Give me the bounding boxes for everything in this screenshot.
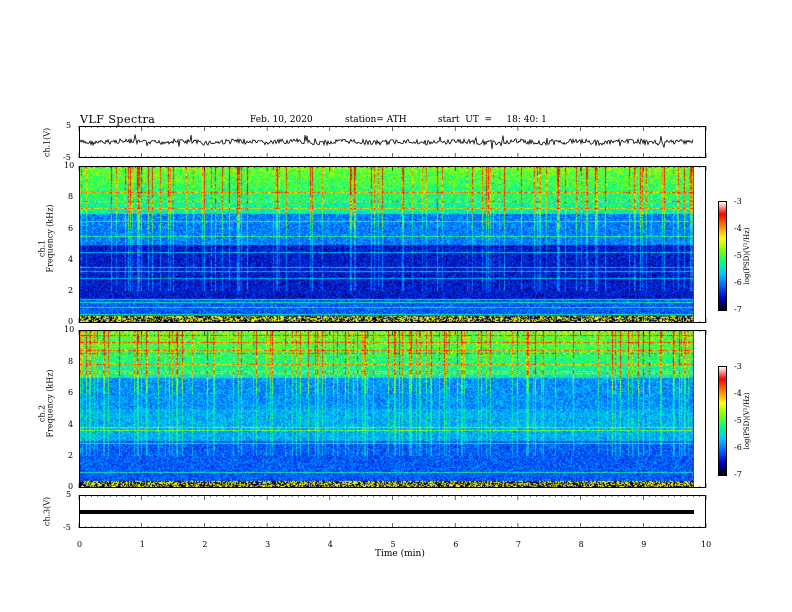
spectrogram-ch1-image [80,167,694,322]
spec1-ylabel: Frequency (kHz) [45,204,55,273]
x-tick-label: 4 [327,540,333,549]
ch3-ytick-top: 5 [66,490,72,499]
spec2-ytick-0: 0 [68,482,74,491]
x-axis-label: Time (min) [375,549,425,559]
spec1-ytick-6: 6 [68,224,74,233]
ch3-ytick-bottom: -5 [63,523,71,532]
cbar2-tick-3: -3 [734,362,742,371]
cbar1-tick-5: -5 [734,251,742,260]
ch1-waveform-svg [80,134,694,150]
spec2-ytick-6: 6 [68,388,74,397]
x-tick-label: 3 [265,540,271,549]
x-tick-label: 9 [641,540,647,549]
cbar2-label: log(PSD)(V²/Hz) [743,392,751,450]
chart-title: VLF Spectra [80,113,156,126]
spectrogram-ch1-panel [79,166,706,323]
x-tick-label: 6 [453,540,459,549]
spec2-ylabel: Frequency (kHz) [45,369,55,438]
spec2-ytick-10: 10 [64,325,75,334]
cbar2-tick-6: -6 [734,443,742,452]
cbar1-tick-6: -6 [734,278,742,287]
x-tick-label: 8 [578,540,584,549]
spec2-ytick-4: 4 [68,420,74,429]
colorbar-ch1 [718,201,727,311]
ch3-waveform-panel [79,495,706,528]
ch3-ylabel: ch.3(V) [42,496,52,527]
spec2-ytick-8: 8 [68,357,74,366]
ch1-ytick-top: 5 [66,121,72,130]
date-label: Feb. 10, 2020 [250,115,313,125]
cbar1-tick-7: -7 [734,305,742,314]
x-tick-label: 10 [701,540,712,549]
x-tick-label: 5 [390,540,396,549]
cbar2-tick-7: -7 [734,470,742,479]
ch1-ylabel: ch.1(V) [42,127,52,158]
x-tick-label: 0 [77,540,83,549]
spec1-ytick-8: 8 [68,192,74,201]
ch1-ytick-bottom: -5 [63,153,71,162]
spec1-ytick-4: 4 [68,255,74,264]
cbar2-tick-4: -4 [734,389,742,398]
cbar2-tick-5: -5 [734,416,742,425]
spectrogram-ch2-panel [79,330,706,488]
spec1-ytick-0: 0 [68,317,74,326]
colorbar-ch2 [718,366,727,476]
spec2-ytick-2: 2 [68,451,74,460]
x-tick-label: 2 [202,540,208,549]
station-label: station= ATH [345,115,407,125]
start-time-label: start UT = 18: 40: 1 [438,115,547,125]
spec1-ytick-10: 10 [64,161,75,170]
x-tick-label: 7 [515,540,521,549]
x-tick-label: 1 [139,540,145,549]
ch1-waveform-line [80,134,694,150]
cbar1-tick-3: -3 [734,197,742,206]
spec1-ytick-2: 2 [68,286,74,295]
cbar1-label: log(PSD)(V²/Hz) [743,227,751,285]
ch1-waveform-panel [79,126,706,158]
spectrogram-ch2-image [80,331,694,487]
cbar1-tick-4: -4 [734,224,742,233]
ch3-waveform-svg [80,510,694,514]
